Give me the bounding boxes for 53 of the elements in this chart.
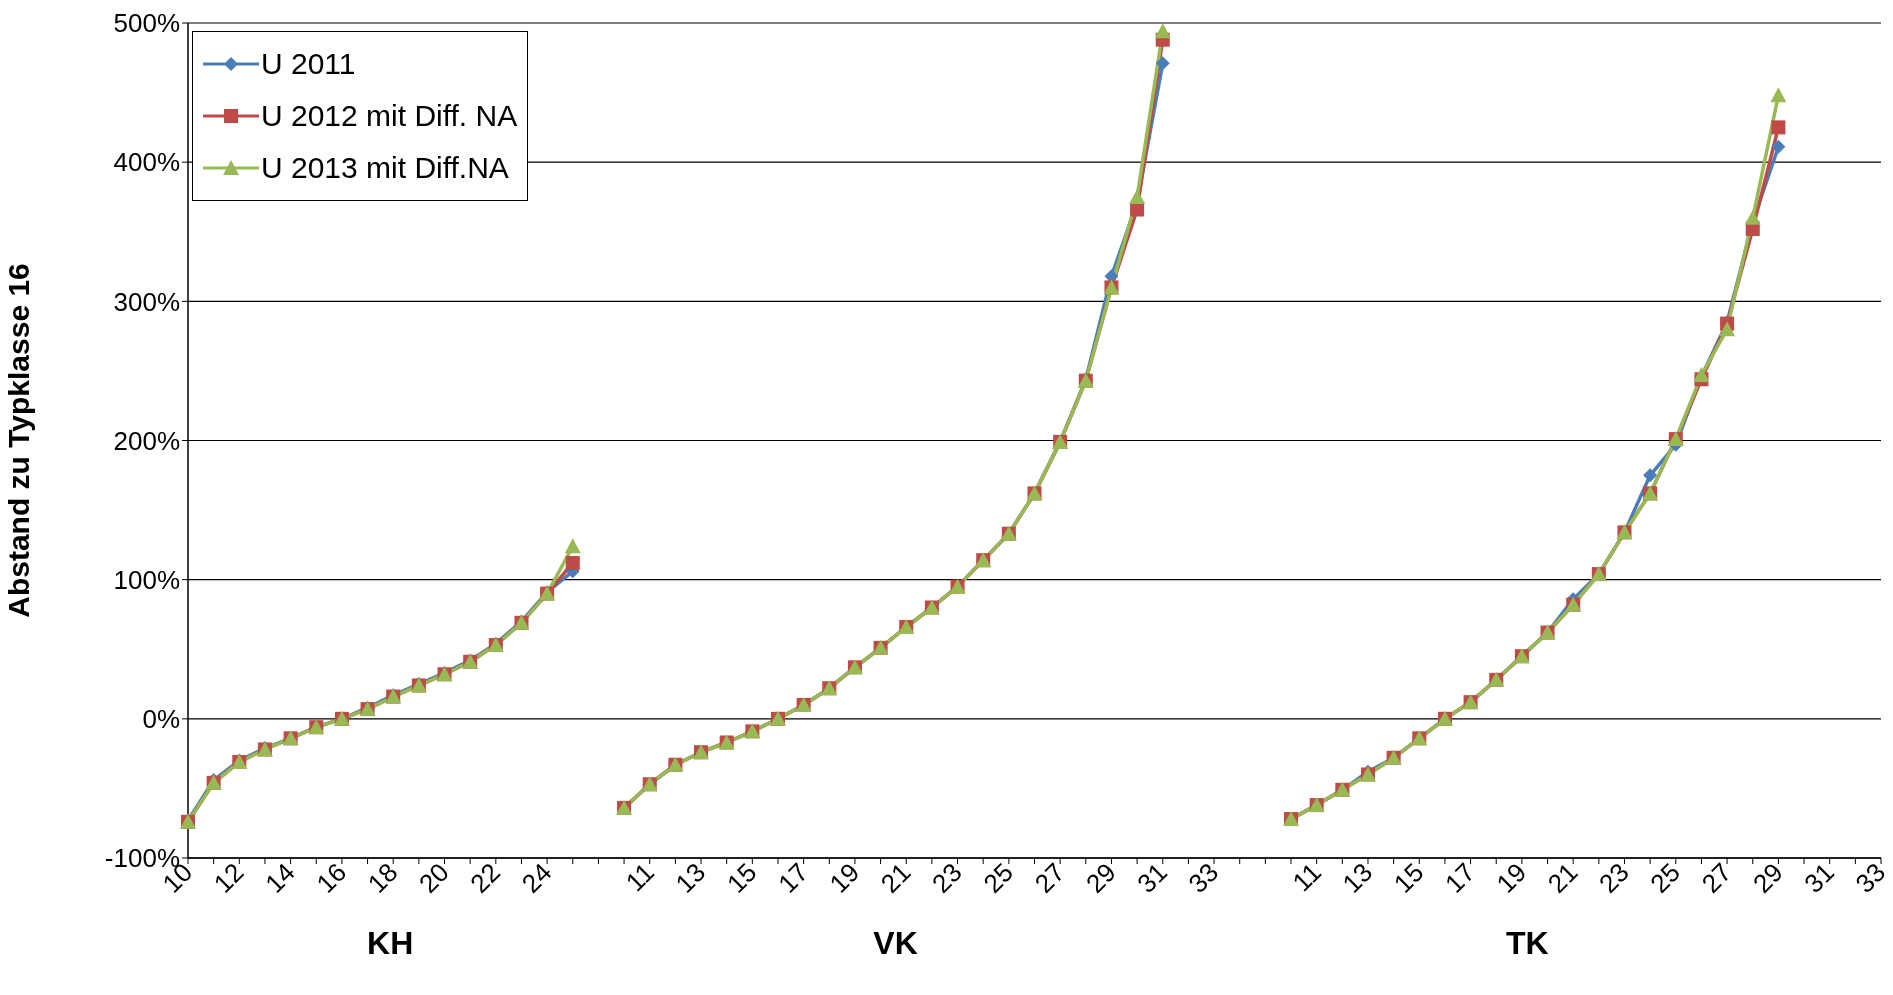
text: VK xyxy=(872,925,919,962)
y-tick-label: 400% xyxy=(113,147,180,178)
text: KH xyxy=(366,925,415,962)
x-tick-label: 31 xyxy=(1131,857,1173,899)
x-tick-label: 17 xyxy=(1439,857,1481,899)
point xyxy=(1744,209,1761,225)
point xyxy=(1771,120,1786,135)
x-tick-label: 15 xyxy=(1387,857,1430,899)
point xyxy=(1154,23,1171,39)
x-tick-label: 25 xyxy=(977,857,1020,899)
x-tick-label: 17 xyxy=(772,857,814,899)
y-tick-label: 200% xyxy=(113,425,180,456)
x-tick-label: 14 xyxy=(259,857,301,899)
x-tick-label: 12 xyxy=(207,857,250,899)
point xyxy=(1771,139,1786,154)
y-tick-label: 0% xyxy=(142,704,180,735)
x-tick-label: 27 xyxy=(1028,857,1071,899)
x-tick-label: 22 xyxy=(464,857,507,899)
point xyxy=(1770,87,1787,103)
y-tick-label: 300% xyxy=(113,286,180,317)
y-tick-label: 100% xyxy=(113,564,180,595)
legend-label: U 2011 xyxy=(261,47,356,81)
x-tick-label: 19 xyxy=(823,857,866,899)
legend-label: U 2013 mit Diff.NA xyxy=(261,151,509,185)
x-tick-label: 11 xyxy=(619,857,660,898)
x-tick-label: 20 xyxy=(413,857,455,899)
x-tick-label: 13 xyxy=(1336,857,1379,899)
point xyxy=(1643,468,1658,483)
x-tick-label: 15 xyxy=(720,857,763,899)
point xyxy=(1719,321,1736,337)
x-tick-label: 31 xyxy=(1798,857,1840,899)
x-tick-label: 13 xyxy=(669,857,712,899)
point xyxy=(1155,56,1170,71)
x-tick-label: 23 xyxy=(1593,857,1635,899)
x-tick-label: 21 xyxy=(874,857,917,899)
x-tick-label: 16 xyxy=(310,857,353,899)
point xyxy=(565,555,580,570)
point xyxy=(1129,188,1146,204)
text: TK xyxy=(1504,925,1550,962)
point xyxy=(564,538,581,554)
x-tick-label: 25 xyxy=(1644,857,1687,899)
x-tick-label: 23 xyxy=(926,857,968,899)
y-tick-label: 500% xyxy=(113,8,180,39)
legend-label: U 2012 mit Diff. NA xyxy=(261,99,518,133)
x-tick-label: 33 xyxy=(1182,857,1225,899)
x-tick-label: 29 xyxy=(1746,857,1789,899)
x-tick-label: 24 xyxy=(515,857,558,899)
x-tick-label: 21 xyxy=(1541,857,1584,899)
x-tick-label: 11 xyxy=(1286,857,1327,898)
x-tick-label: 19 xyxy=(1490,857,1533,899)
x-tick-label: 18 xyxy=(361,857,404,899)
x-tick-label: 29 xyxy=(1080,857,1122,899)
x-tick-label: 27 xyxy=(1695,857,1738,899)
